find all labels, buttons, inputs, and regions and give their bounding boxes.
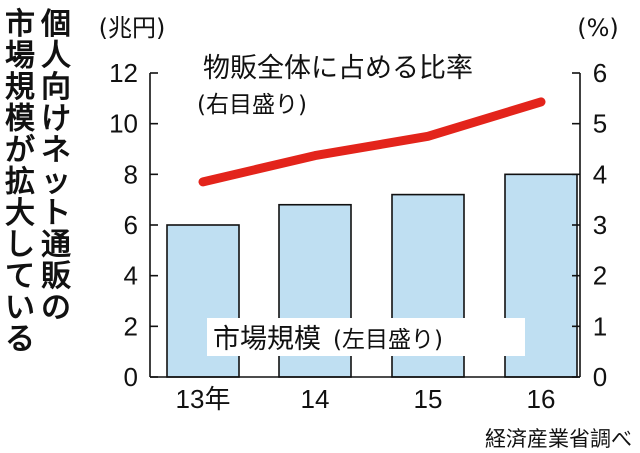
bar-series-axis-note: (左目盛り) <box>333 327 443 353</box>
right-axis-unit: (%) <box>577 14 619 42</box>
left-axis-unit: (兆円) <box>99 14 166 42</box>
right-tick-label: 2 <box>593 261 607 291</box>
category-label: 15 <box>414 384 443 414</box>
left-tick-label: 0 <box>124 362 138 392</box>
right-tick-label: 3 <box>593 210 607 240</box>
left-tick-label: 8 <box>124 159 138 189</box>
right-tick-label: 4 <box>593 159 607 189</box>
axes <box>149 72 581 378</box>
bar-series-label: 市場規模 (左目盛り) <box>207 318 525 356</box>
right-tick-label: 6 <box>593 58 607 88</box>
title-column: 個人向けネット通販の <box>40 7 72 326</box>
category-label: 14 <box>301 384 330 414</box>
bar-series-name: 市場規模 <box>213 324 321 355</box>
category-labels: 13年 14 15 16 <box>176 384 556 414</box>
source-note: 経済産業省調べ <box>485 427 632 451</box>
left-tick-label: 12 <box>109 58 138 88</box>
category-label: 16 <box>527 384 556 414</box>
right-tick-label: 5 <box>593 109 607 139</box>
left-tick-label: 6 <box>124 210 138 240</box>
title-column: 市場規模が拡大している <box>5 7 35 357</box>
bar-series-label-background <box>207 318 525 356</box>
line-series-axis-note: (右目盛り) <box>197 92 307 118</box>
right-tick-label: 0 <box>593 362 607 392</box>
left-tick-label: 4 <box>124 261 138 291</box>
category-label: 13年 <box>176 384 231 414</box>
ratio-line <box>198 97 546 187</box>
left-tick-label: 2 <box>124 311 138 341</box>
left-tick-label: 10 <box>109 109 138 139</box>
right-tick-label: 1 <box>593 311 607 341</box>
line-series-label: 物販全体に占める比率 <box>203 53 473 84</box>
